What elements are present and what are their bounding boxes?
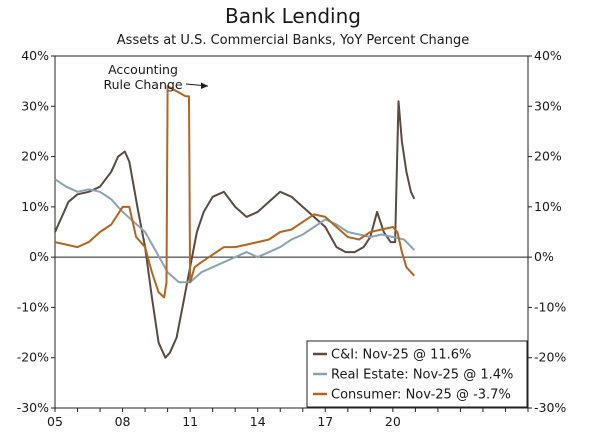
y-axis-right: 40% 30% 20% 10% 0% -10% -20% -30%	[528, 48, 566, 415]
y-tick-label-right: 0%	[534, 249, 554, 264]
y-tick-label-left: 10%	[21, 199, 49, 214]
x-tick-label: 17	[317, 414, 333, 429]
y-tick-label-left: -20%	[17, 350, 49, 365]
legend-item-ci-label: C&I: Nov-25 @ 11.6%	[331, 348, 471, 363]
chart-subtitle: Assets at U.S. Commercial Banks, YoY Per…	[117, 33, 469, 48]
y-tick-label-left: 0%	[29, 249, 49, 264]
y-tick-label-left: 40%	[21, 48, 49, 63]
y-tick-label-left: 20%	[21, 149, 49, 164]
y-tick-label-right: -20%	[534, 350, 566, 365]
x-tick-label: 20	[385, 414, 401, 429]
x-tick-label: 05	[47, 414, 63, 429]
series-layer	[54, 85, 416, 359]
y-tick-label-right: -30%	[534, 400, 566, 415]
x-tick-label: 14	[250, 414, 266, 429]
annotation-arrowhead	[201, 82, 208, 89]
legend-box	[306, 340, 528, 408]
x-axis: 05 08 11 14 17 20	[47, 408, 529, 429]
legend: C&I: Nov-25 @ 11.6% Real Estate: Nov-25 @…	[306, 340, 528, 408]
y-tick-label-right: 40%	[534, 48, 562, 63]
legend-item-consumer-label: Consumer: Nov-25 @ -3.7%	[331, 388, 511, 403]
x-tick-label: 08	[115, 414, 131, 429]
y-tick-label-right: 30%	[534, 98, 562, 113]
annotation-line-2: Rule Change	[103, 77, 182, 92]
y-axis-left: 40% 30% 20% 10% 0% -10% -20% -30%	[17, 48, 55, 415]
ci-series-line	[54, 100, 416, 359]
y-tick-label-left: -30%	[17, 400, 49, 415]
y-tick-label-right: -10%	[534, 299, 566, 314]
y-tick-label-left: 30%	[21, 98, 49, 113]
consumer-series-line	[54, 85, 416, 299]
y-tick-label-right: 20%	[534, 149, 562, 164]
y-tick-label-right: 10%	[534, 199, 562, 214]
chart-title: Bank Lending	[225, 4, 361, 28]
legend-item-real-estate-label: Real Estate: Nov-25 @ 1.4%	[331, 368, 513, 383]
x-tick-label: 11	[182, 414, 198, 429]
annotation-line-1: Accounting	[108, 62, 178, 77]
real-estate-series-line	[54, 178, 416, 284]
y-tick-label-left: -10%	[17, 299, 49, 314]
annotation: Accounting Rule Change	[103, 62, 209, 92]
